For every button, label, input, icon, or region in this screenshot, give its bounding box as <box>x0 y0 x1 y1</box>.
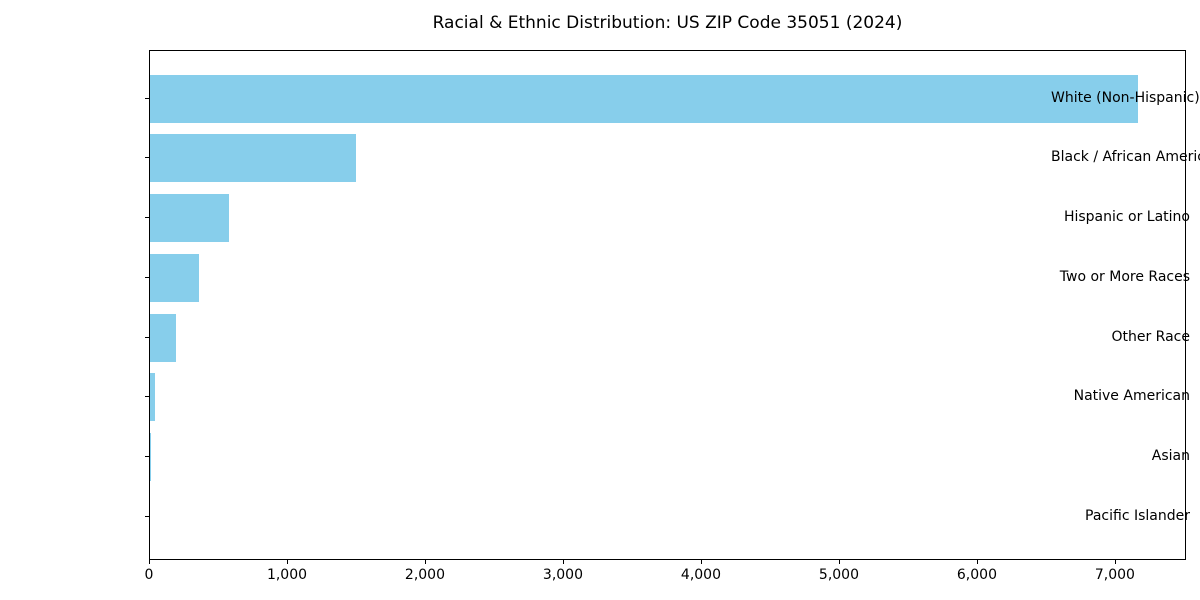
x-tick-mark <box>838 560 840 564</box>
bar-hispanic-or-latino <box>150 194 230 243</box>
x-tick-mark <box>424 560 426 564</box>
x-axis-tick-label: 0 <box>144 567 154 583</box>
x-axis-tick-label: 7,000 <box>1094 567 1135 583</box>
x-tick-mark <box>700 560 702 564</box>
y-tick-mark <box>145 97 149 99</box>
x-tick-mark <box>562 560 564 564</box>
y-tick-mark <box>145 396 149 398</box>
x-axis-tick-label: 6,000 <box>956 567 997 583</box>
y-axis-label: Two or More Races <box>1059 268 1190 285</box>
y-tick-mark <box>145 217 149 219</box>
bar-two-or-more-races <box>150 253 199 302</box>
y-tick-mark <box>145 336 149 338</box>
y-tick-mark <box>145 157 149 159</box>
x-axis-tick-label: 4,000 <box>680 567 721 583</box>
bar-other-race <box>150 313 177 362</box>
x-axis-tick-label: 5,000 <box>818 567 859 583</box>
y-tick-mark <box>145 515 149 517</box>
y-axis-label: Native American <box>1073 388 1190 405</box>
y-axis-label: White (Non-Hispanic) <box>1051 89 1200 106</box>
y-tick-mark <box>145 276 149 278</box>
y-axis-label: Other Race <box>1111 328 1190 345</box>
x-axis-tick-label: 2,000 <box>404 567 446 583</box>
x-axis-tick-label: 3,000 <box>542 567 584 583</box>
x-tick-mark <box>1114 560 1116 564</box>
y-axis-label: Asian <box>1151 448 1190 465</box>
x-tick-mark <box>286 560 288 564</box>
bar-asian <box>150 433 152 482</box>
y-axis-label: Pacific Islander <box>1085 507 1190 524</box>
y-axis-label: Hispanic or Latino <box>1063 209 1190 226</box>
bar-black-african-american <box>150 134 356 183</box>
x-axis-tick-label: 1,000 <box>266 567 308 583</box>
bar-native-american <box>150 373 156 422</box>
bar-white-non-hispanic <box>150 74 1138 123</box>
x-tick-mark <box>149 560 150 564</box>
plot-area <box>149 50 1186 560</box>
chart-title: Racial & Ethnic Distribution: US ZIP Cod… <box>432 13 903 33</box>
y-axis-label: Black / African American <box>1051 149 1200 166</box>
y-tick-mark <box>145 456 149 458</box>
x-tick-mark <box>976 560 978 564</box>
